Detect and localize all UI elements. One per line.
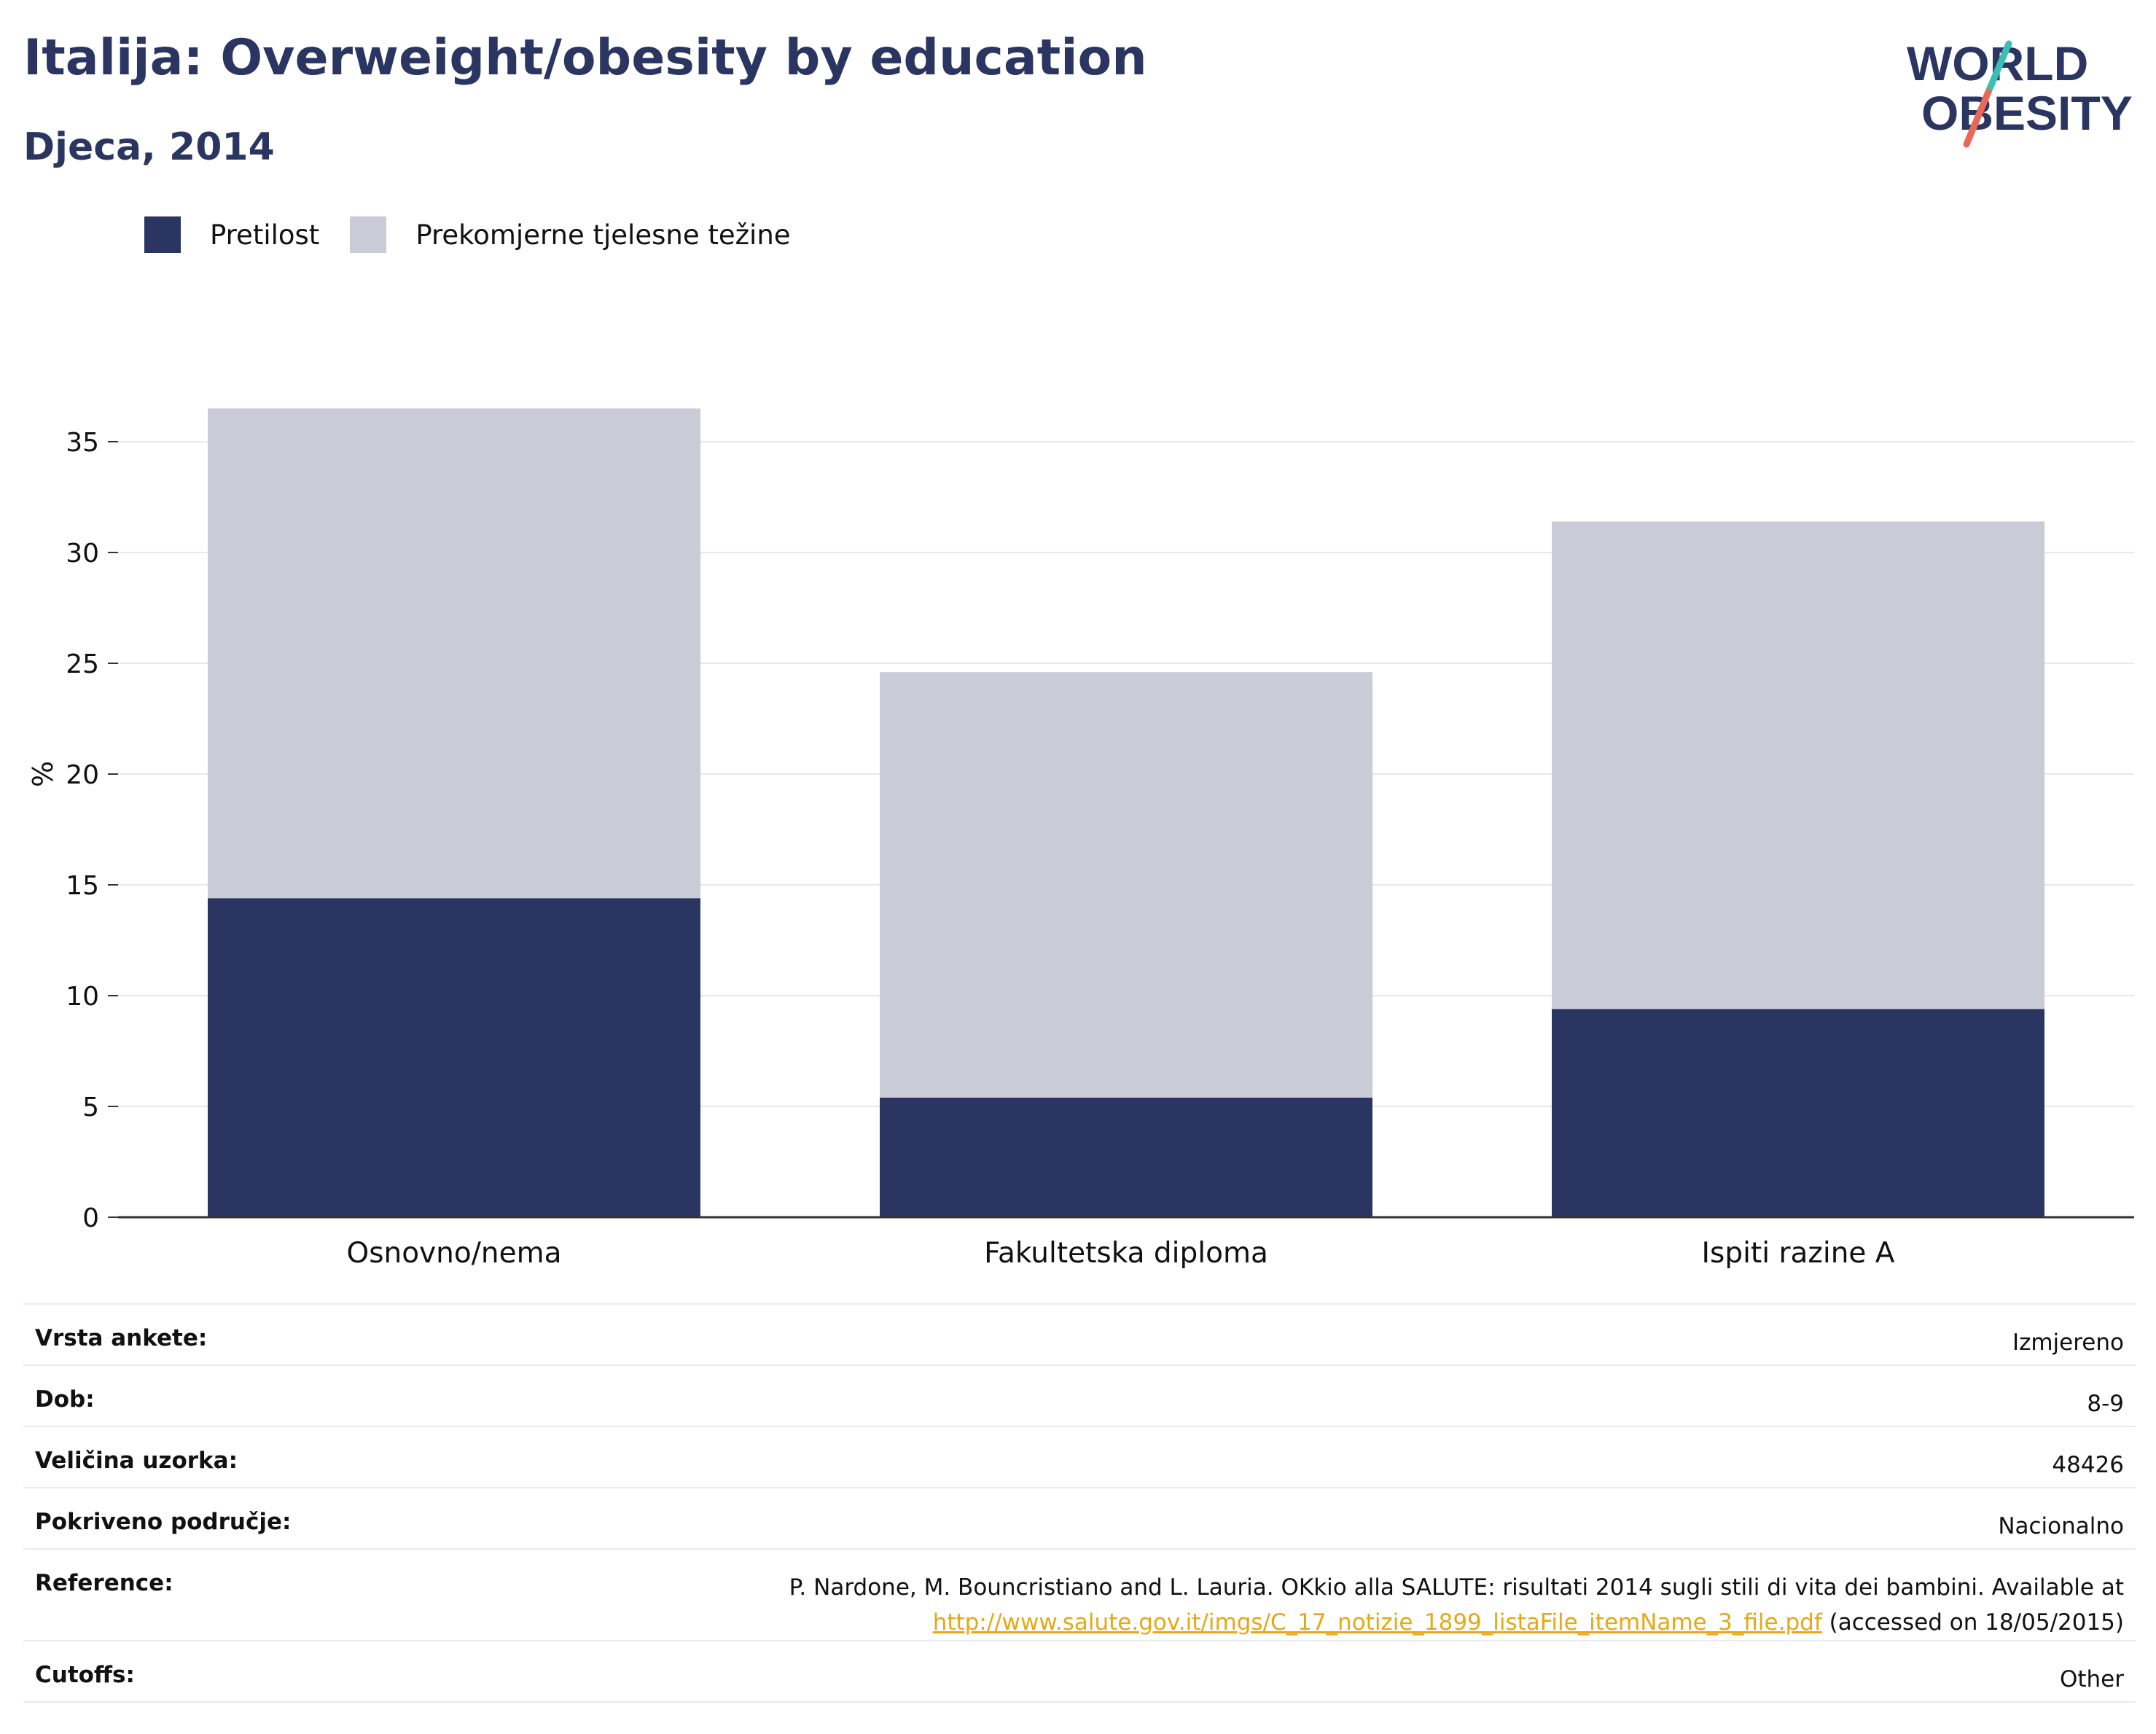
info-label-reference: Reference: bbox=[35, 1570, 173, 1596]
y-tick-label-35: 35 bbox=[66, 428, 99, 458]
info-table: Vrsta ankete: Izmjereno Dob: 8-9 Veličin… bbox=[23, 1303, 2136, 1703]
info-value-area: Nacionalno bbox=[1998, 1513, 2124, 1539]
info-row-reference: Reference: P. Nardone, M. Bouncristiano … bbox=[23, 1548, 2136, 1640]
y-tick-label-15: 15 bbox=[66, 871, 99, 901]
legend-label-overweight: Prekomjerne tjelesne težine bbox=[415, 219, 791, 251]
reference-text: P. Nardone, M. Bouncristiano and L. Laur… bbox=[789, 1574, 2124, 1601]
info-value-age: 8-9 bbox=[2087, 1391, 2124, 1417]
legend-swatch-overweight bbox=[350, 216, 387, 253]
legend-item-overweight[interactable]: Prekomjerne tjelesne težine bbox=[350, 216, 791, 253]
y-tick-label-30: 30 bbox=[66, 539, 99, 569]
logo-word-obesity: OBESITY bbox=[1921, 86, 2133, 140]
legend-label-obesity: Pretilost bbox=[210, 219, 320, 251]
info-label-survey-type: Vrsta ankete: bbox=[35, 1325, 208, 1351]
bar-overweight-0 bbox=[208, 408, 700, 899]
info-row-age: Dob: 8-9 bbox=[23, 1364, 2136, 1426]
info-label-area: Pokriveno područje: bbox=[35, 1509, 292, 1535]
y-tick-label-5: 5 bbox=[82, 1093, 99, 1122]
bar-obesity-2 bbox=[1552, 1009, 2044, 1217]
chart-subtitle: Djeca, 2014 bbox=[23, 125, 275, 169]
info-label-age: Dob: bbox=[35, 1386, 95, 1413]
info-row-cutoffs: Cutoffs: Other bbox=[23, 1640, 2136, 1703]
y-tick-label-0: 0 bbox=[82, 1203, 99, 1233]
info-value-reference: P. Nardone, M. Bouncristiano and L. Laur… bbox=[789, 1550, 2124, 1640]
logo-slash-coral bbox=[1963, 88, 1992, 148]
bar-obesity-0 bbox=[208, 898, 700, 1217]
info-row-survey-type: Vrsta ankete: Izmjereno bbox=[23, 1303, 2136, 1364]
bar-chart: 0 5 10 15 20 25 30 35% Osnovno/nema Fakultetska d… bbox=[27, 408, 2134, 1270]
info-value-survey-type: Izmjereno bbox=[2012, 1329, 2124, 1356]
y-tick-label-10: 10 bbox=[66, 982, 99, 1012]
info-value-sample-size: 48426 bbox=[2052, 1452, 2124, 1478]
reference-link[interactable]: http://www.salute.gov.it/imgs/C_17_notiz… bbox=[932, 1609, 1822, 1636]
chart-legend: Pretilost Prekomjerne tjelesne težine bbox=[144, 216, 821, 254]
world-obesity-logo: WORLD OBESITY bbox=[1907, 36, 2133, 148]
reference-accessed: (accessed on 18/05/2015) bbox=[1821, 1609, 2124, 1636]
y-tick-label-25: 25 bbox=[66, 649, 99, 679]
x-tick-label-2: Ispiti razine A bbox=[1702, 1237, 1895, 1270]
info-value-cutoffs: Other bbox=[2059, 1666, 2124, 1692]
info-row-sample-size: Veličina uzorka: 48426 bbox=[23, 1426, 2136, 1487]
bar-obesity-1 bbox=[880, 1097, 1372, 1217]
info-row-area: Pokriveno područje: Nacionalno bbox=[23, 1487, 2136, 1548]
logo-slash-teal bbox=[1985, 40, 2012, 95]
legend-swatch-obesity bbox=[144, 216, 181, 253]
legend-item-obesity[interactable]: Pretilost bbox=[144, 216, 319, 253]
x-tick-label-0: Osnovno/nema bbox=[347, 1237, 562, 1270]
bar-overweight-1 bbox=[880, 672, 1372, 1098]
chart-title: Italija: Overweight/obesity by education bbox=[23, 29, 1147, 87]
y-tick-label-20: 20 bbox=[66, 760, 99, 790]
y-axis-label: % bbox=[27, 761, 59, 787]
info-label-sample-size: Veličina uzorka: bbox=[35, 1448, 238, 1474]
info-label-cutoffs: Cutoffs: bbox=[35, 1662, 135, 1688]
bar-overweight-2 bbox=[1552, 521, 2044, 1009]
x-tick-label-1: Fakultetska diploma bbox=[984, 1237, 1268, 1270]
